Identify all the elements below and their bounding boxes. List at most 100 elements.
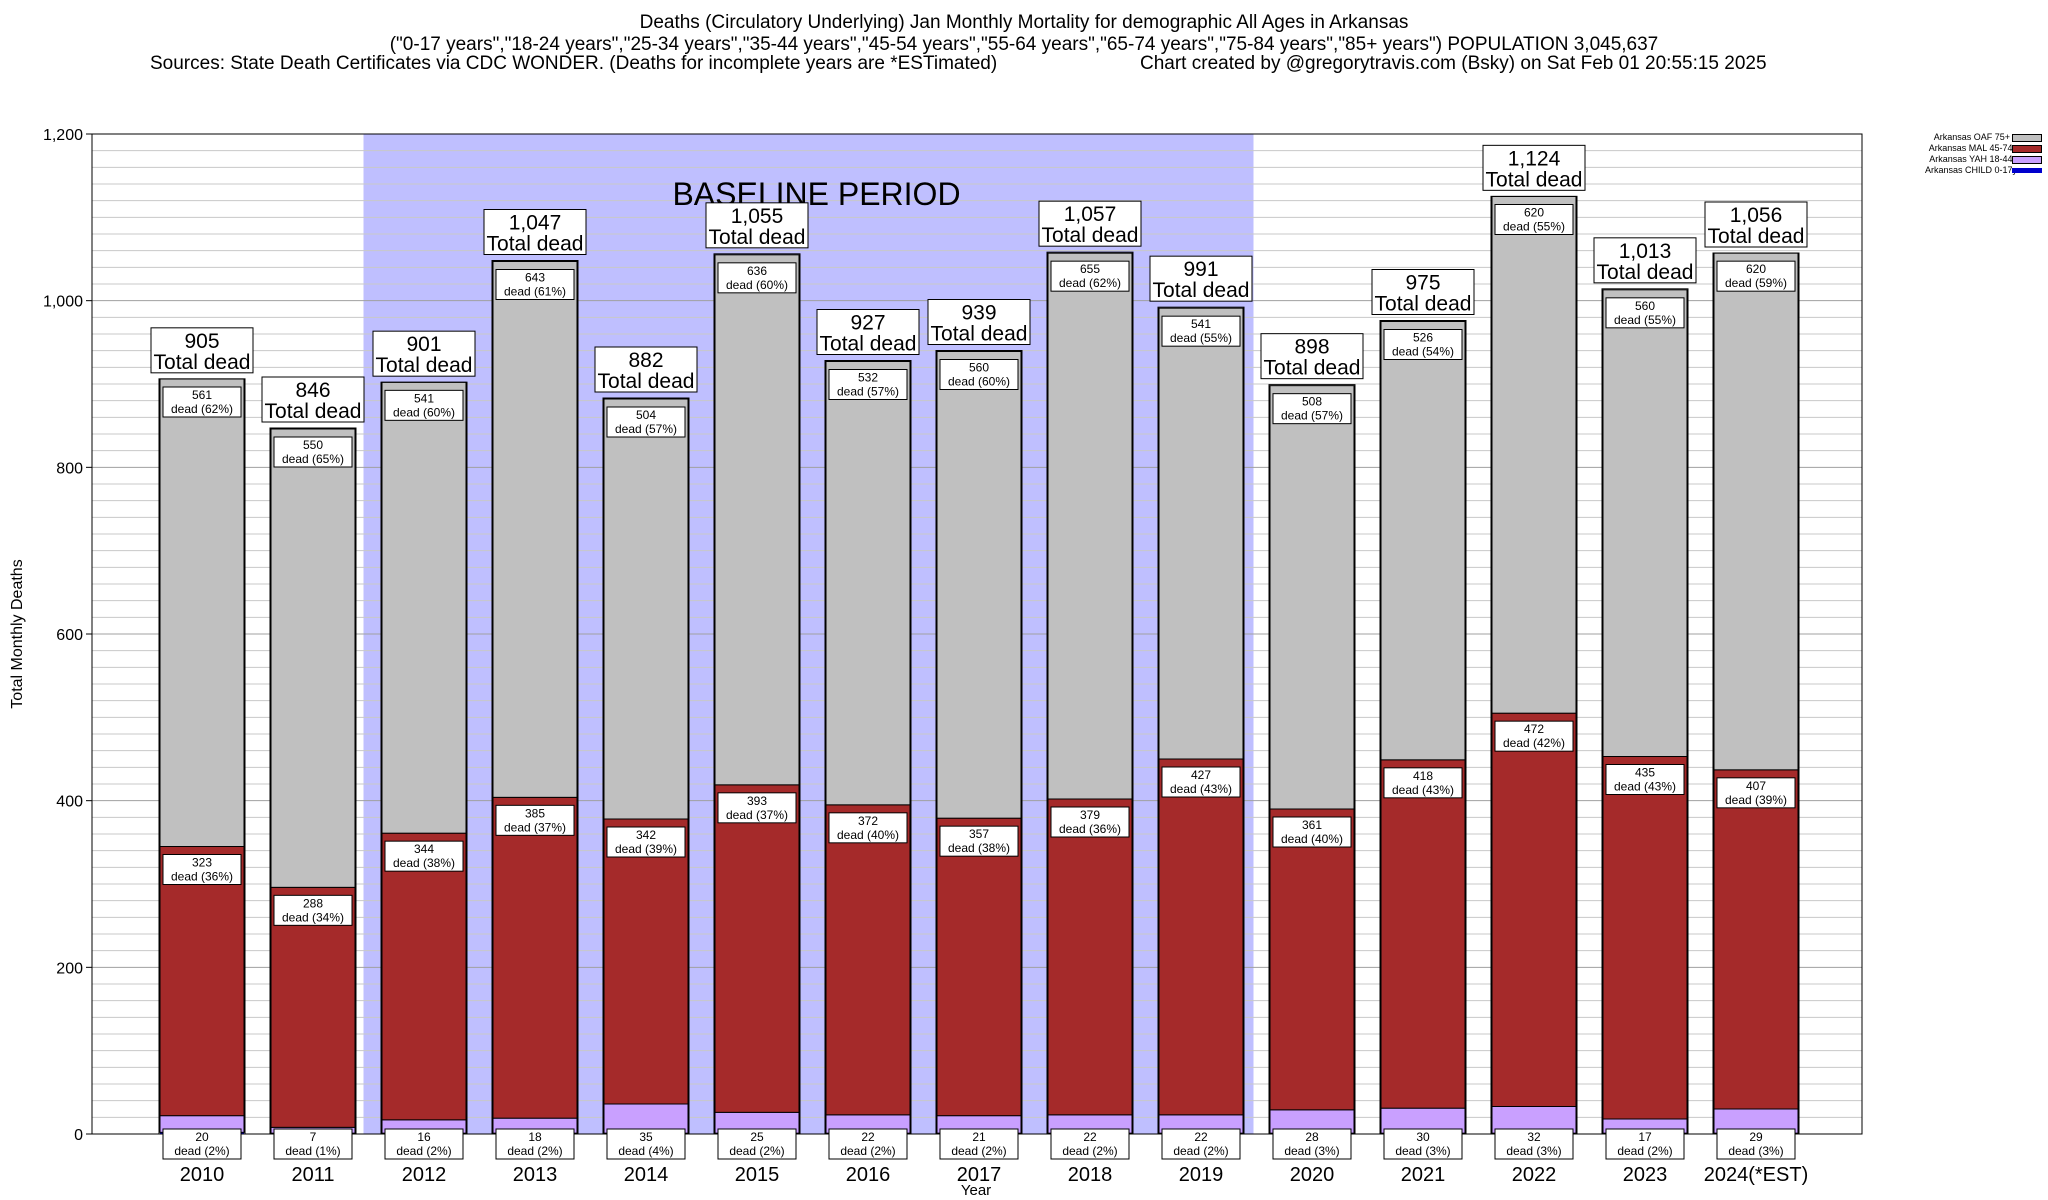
segment-label-value: 418	[1413, 769, 1433, 783]
segment-label-box	[1050, 1128, 1130, 1160]
segment-label-value: 32	[1527, 1130, 1541, 1144]
segment-label-value: 35	[639, 1130, 653, 1144]
segment-label-box	[606, 1128, 686, 1160]
total-label-text: Total dead	[931, 323, 1028, 346]
bar-segment	[159, 846, 245, 1117]
segment-label-value: 22	[861, 1130, 875, 1144]
x-tick-label: 2016	[846, 1164, 891, 1186]
segment-label-value: 357	[969, 827, 989, 841]
bar-segment	[603, 818, 689, 1105]
y-tick-label: 0	[74, 1127, 83, 1144]
total-label-box	[1149, 255, 1253, 302]
segment-label-box	[828, 812, 908, 844]
total-label-box	[261, 376, 365, 423]
segment-label-box	[1605, 1128, 1685, 1160]
chart-credit: Chart created by @gregorytravis.com (Bsk…	[1140, 53, 1767, 74]
segment-label-box	[1383, 1128, 1463, 1160]
segment-label-value: 28	[1305, 1130, 1319, 1144]
segment-label-box	[1605, 764, 1685, 795]
segment-label-box	[1494, 720, 1574, 752]
segment-label-pct: dead (62%)	[1059, 276, 1121, 290]
total-label-box	[1371, 269, 1475, 315]
segment-label-value: 560	[1635, 299, 1655, 313]
segment-label-box	[828, 369, 908, 400]
segment-label-value: 288	[303, 896, 323, 910]
segment-label-pct: dead (3%)	[1728, 1144, 1783, 1158]
segment-label-box	[606, 826, 686, 858]
segment-label-pct: dead (4%)	[618, 1144, 673, 1158]
segment-label-pct: dead (2%)	[729, 1144, 784, 1158]
segment-label-pct: dead (2%)	[840, 1144, 895, 1158]
segment-label-pct: dead (60%)	[393, 405, 455, 419]
segment-label-value: 7	[310, 1130, 317, 1144]
segment-label-value: 22	[1194, 1130, 1208, 1144]
segment-label-box	[1272, 816, 1352, 848]
segment-label-pct: dead (43%)	[1170, 782, 1232, 796]
legend-label: Arkansas MAL 45-74yo	[1928, 143, 2022, 153]
segment-label-box	[1716, 1128, 1796, 1160]
segment-label-pct: dead (39%)	[615, 842, 677, 856]
legend-label: Arkansas CHILD 0-17yo	[1924, 165, 2022, 175]
legend-swatch	[2012, 145, 2042, 153]
total-label-text: Total dead	[487, 233, 584, 256]
segment-label-box	[1050, 260, 1130, 292]
x-tick-label: 2012	[402, 1164, 447, 1186]
total-label-box	[927, 299, 1031, 345]
segment-label-pct: dead (39%)	[1725, 793, 1787, 807]
legend-swatch	[2012, 134, 2042, 142]
segment-label-pct: dead (43%)	[1614, 780, 1676, 794]
total-label-text: Total dead	[265, 400, 362, 423]
segment-label-box	[162, 386, 242, 418]
chart-legend: Arkansas OAF 75+ yo Arkansas MAL 45-74yo…	[1880, 132, 2042, 176]
bar-segment	[381, 832, 467, 1121]
total-label-text: Total dead	[709, 226, 806, 249]
total-label-text: Total dead	[1597, 261, 1694, 284]
bar-segment	[1158, 758, 1244, 1116]
bar-segment	[714, 254, 800, 786]
total-label-box	[594, 346, 698, 393]
total-label-text: Total dead	[1375, 293, 1472, 316]
segment-label-pct: dead (54%)	[1392, 345, 1454, 359]
segment-label-value: 435	[1635, 766, 1655, 780]
segment-label-box	[1383, 329, 1463, 360]
segment-label-value: 526	[1413, 331, 1433, 345]
segment-label-pct: dead (3%)	[1284, 1144, 1339, 1158]
bar-segment	[1269, 385, 1355, 810]
bar-segment	[936, 351, 1022, 819]
legend-item-child: Arkansas CHILD 0-17yo	[1880, 165, 2042, 176]
segment-label-pct: dead (2%)	[951, 1144, 1006, 1158]
segment-label-pct: dead (60%)	[726, 278, 788, 292]
segment-label-pct: dead (38%)	[948, 841, 1010, 855]
bar-segment	[1602, 756, 1688, 1120]
segment-label-pct: dead (59%)	[1725, 276, 1787, 290]
segment-label-value: 379	[1080, 808, 1100, 822]
segment-label-pct: dead (57%)	[1281, 409, 1343, 423]
legend-item-yah: Arkansas YAH 18-44yo	[1880, 154, 2042, 165]
segment-label-box	[1716, 260, 1796, 292]
segment-label-box	[1716, 777, 1796, 809]
x-tick-label: 2015	[735, 1164, 780, 1186]
segment-label-pct: dead (2%)	[1617, 1144, 1672, 1158]
total-label-value: 882	[628, 349, 663, 372]
segment-label-value: 344	[414, 842, 434, 856]
segment-label-value: 18	[528, 1130, 542, 1144]
x-tick-label: 2021	[1401, 1164, 1446, 1186]
segment-label-value: 472	[1524, 722, 1544, 736]
segment-label-box	[1605, 297, 1685, 329]
legend-swatch	[2012, 156, 2042, 164]
total-label-box	[1038, 200, 1142, 247]
segment-label-pct: dead (34%)	[282, 910, 344, 924]
segment-label-value: 21	[972, 1130, 986, 1144]
total-label-box	[1482, 144, 1586, 191]
total-label-text: Total dead	[1153, 279, 1250, 302]
segment-label-pct: dead (40%)	[837, 828, 899, 842]
segment-label-box	[939, 1128, 1019, 1160]
segment-label-value: 20	[195, 1130, 209, 1144]
segment-label-box	[1494, 204, 1574, 235]
segment-label-value: 560	[969, 361, 989, 375]
segment-label-value: 372	[858, 814, 878, 828]
x-tick-label: 2013	[513, 1164, 558, 1186]
bar-segment	[1380, 759, 1466, 1109]
bar-segment	[714, 784, 800, 1113]
segment-label-pct: dead (2%)	[507, 1144, 562, 1158]
